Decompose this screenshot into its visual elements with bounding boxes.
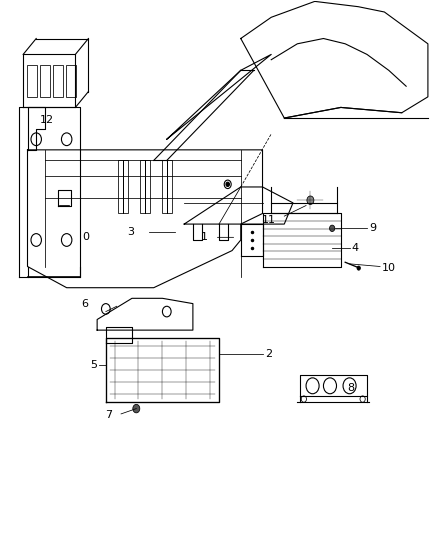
Bar — [140, 160, 150, 214]
Bar — [162, 160, 172, 214]
Text: 6: 6 — [81, 298, 88, 309]
Text: 1: 1 — [201, 232, 208, 243]
Text: 8: 8 — [347, 383, 354, 393]
Text: 2: 2 — [265, 349, 272, 359]
Text: 5: 5 — [90, 360, 97, 369]
Bar — [27, 65, 37, 97]
Text: 12: 12 — [40, 115, 54, 125]
Text: 3: 3 — [127, 227, 134, 237]
Text: 11: 11 — [261, 215, 276, 225]
Circle shape — [226, 182, 230, 187]
Bar — [53, 65, 63, 97]
Circle shape — [357, 266, 360, 270]
Bar — [40, 65, 50, 97]
Text: 7: 7 — [105, 410, 113, 420]
Circle shape — [307, 196, 314, 205]
Text: 0: 0 — [82, 232, 89, 243]
Circle shape — [329, 225, 335, 231]
Text: 10: 10 — [382, 263, 396, 272]
Bar — [66, 65, 76, 97]
Circle shape — [133, 405, 140, 413]
Text: 9: 9 — [369, 223, 376, 233]
Text: 4: 4 — [352, 243, 359, 253]
Bar — [118, 160, 128, 214]
